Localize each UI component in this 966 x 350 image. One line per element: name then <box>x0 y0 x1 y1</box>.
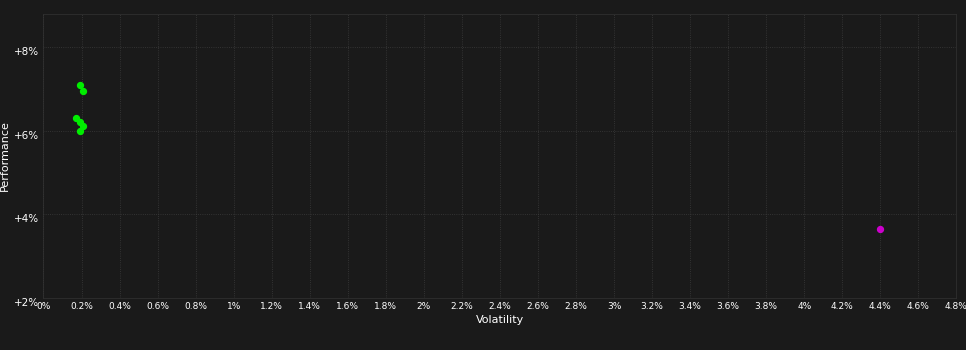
Point <box>68 116 83 121</box>
Y-axis label: Performance: Performance <box>0 120 10 191</box>
Point <box>71 82 87 88</box>
X-axis label: Volatility: Volatility <box>476 315 524 325</box>
Point <box>75 88 91 94</box>
Point <box>872 226 888 231</box>
Point <box>75 123 91 128</box>
Point <box>71 119 87 124</box>
Point <box>71 128 87 134</box>
